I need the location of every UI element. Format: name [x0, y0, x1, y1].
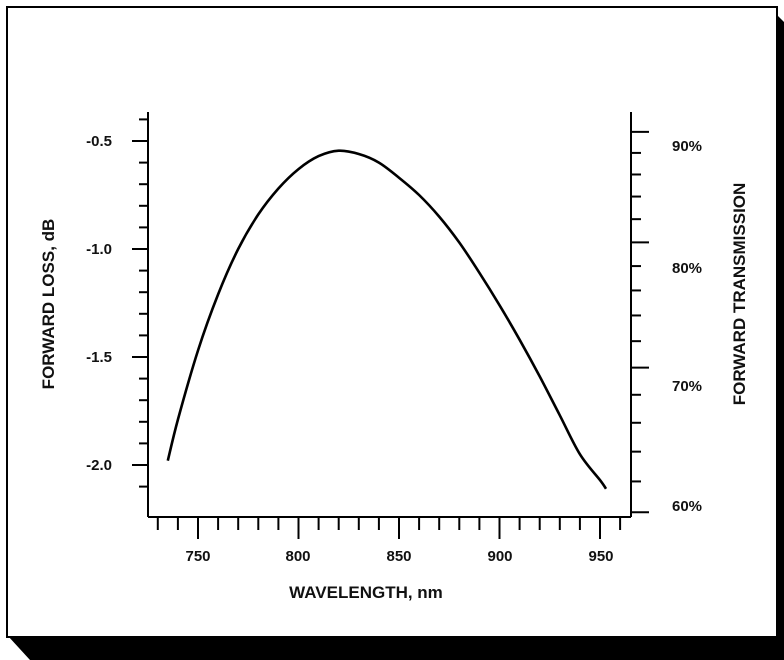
x-axis-title: WAVELENGTH, nm [289, 583, 443, 602]
y2-axis-title: FORWARD TRANSMISSION [730, 183, 749, 406]
y-tick-label: -1.5 [86, 349, 112, 366]
series-line [166, 149, 608, 490]
x-tick-label: 950 [588, 548, 613, 565]
y-tick-label: -0.5 [86, 133, 112, 150]
minor-ticks [139, 118, 641, 530]
x-tick-label: 800 [285, 548, 310, 565]
x-tick-label: 850 [386, 548, 411, 565]
y2-tick-label: 70% [672, 378, 702, 395]
y-axis-title: FORWARD LOSS, dB [39, 219, 58, 390]
y2-tick-label: 80% [672, 260, 702, 277]
y-tick-label: -2.0 [86, 457, 112, 474]
y2-tick-label: 90% [672, 138, 702, 155]
y-tick-label: -1.0 [86, 241, 112, 258]
x-tick-label: 750 [185, 548, 210, 565]
x-tick-label: 900 [487, 548, 512, 565]
major-ticks [132, 130, 649, 539]
chart-frame [6, 6, 778, 638]
y2-tick-label: 60% [672, 498, 702, 515]
